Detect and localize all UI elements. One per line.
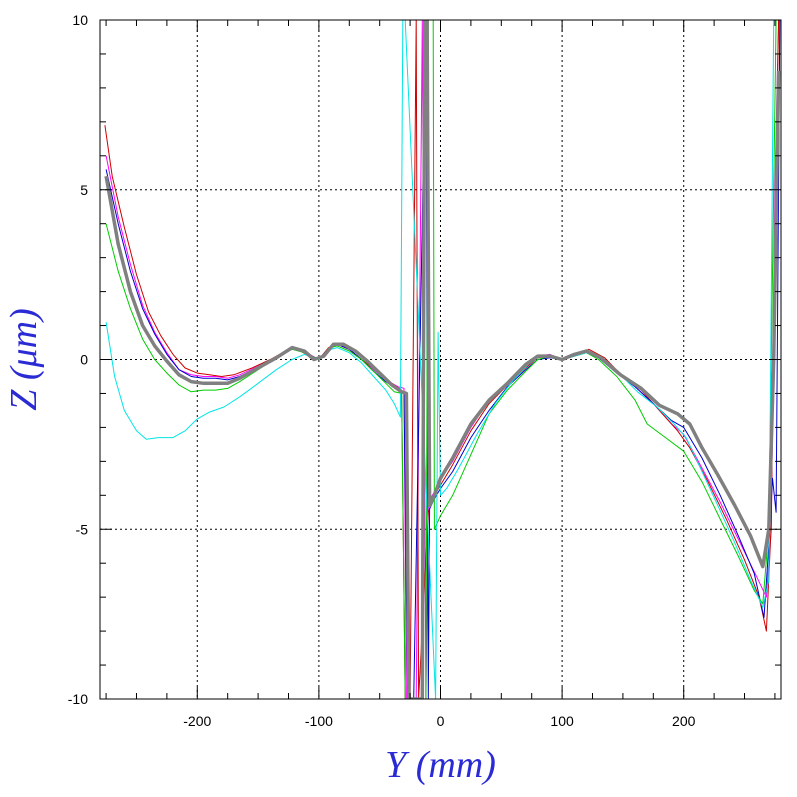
axis-ticks xyxy=(100,19,781,700)
x-tick-label: -100 xyxy=(305,713,333,729)
series-layer xyxy=(104,20,781,699)
y-tick-label: 5 xyxy=(80,182,88,198)
y-tick-label: 10 xyxy=(72,12,88,28)
x-tick-label: 0 xyxy=(437,713,445,729)
x-tick-labels: -200 -100 0 100 200 xyxy=(183,713,695,729)
series-line-5 xyxy=(105,20,779,699)
y-tick-label: -10 xyxy=(68,691,88,707)
y-tick-labels: -10 -5 0 5 10 xyxy=(68,12,88,707)
series-line-3 xyxy=(105,20,781,699)
x-tick-label: -200 xyxy=(183,713,211,729)
x-tick-label: 200 xyxy=(672,713,696,729)
grid-lines xyxy=(100,20,781,699)
x-tick-label: 100 xyxy=(550,713,574,729)
series-line-6 xyxy=(104,20,781,699)
y-tick-label: 0 xyxy=(80,352,88,368)
x-axis-title: Y (mm) xyxy=(385,744,496,786)
y-axis-title: Z (μm) xyxy=(3,308,45,410)
y-tick-label: -5 xyxy=(76,521,89,537)
series-line-2 xyxy=(104,20,780,699)
